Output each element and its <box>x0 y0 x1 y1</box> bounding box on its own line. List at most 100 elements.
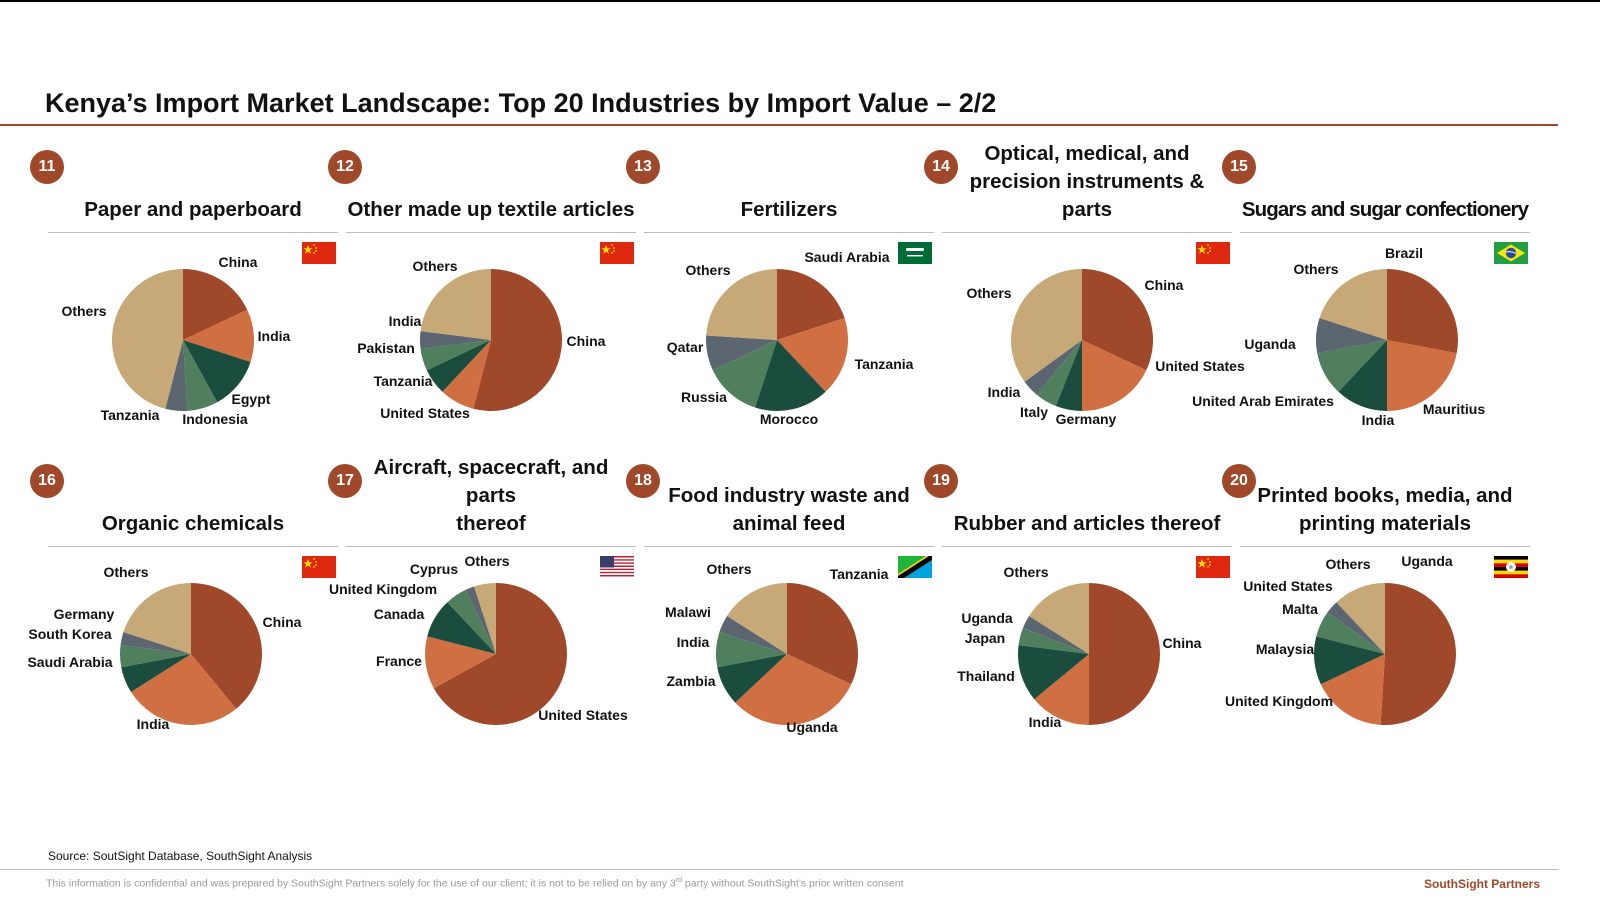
uganda-flag-icon <box>1494 556 1528 578</box>
pie-label: Russia <box>681 389 727 405</box>
pie-label: Zambia <box>666 673 715 689</box>
chart-title-line: printing materials <box>1298 512 1471 535</box>
china-flag-icon <box>600 242 634 264</box>
pie-slice-others <box>474 583 496 654</box>
chart-panel-19: 19 Rubber and articles thereof China India T… <box>924 444 1232 759</box>
chart-title-line: animal feed <box>732 512 846 535</box>
pie-slice-india <box>131 654 237 726</box>
source-note: Source: SoutSight Database, SouthSight A… <box>48 849 313 863</box>
china-flag-icon <box>302 556 336 578</box>
chart-title-line: thereof <box>456 512 526 535</box>
pie-slice-uganda <box>1380 583 1456 725</box>
pie-label: Others <box>61 303 106 319</box>
pie-label: France <box>376 653 422 669</box>
chart-title: Aircraft, spacecraft, and parts thereof <box>346 444 636 542</box>
top-border <box>0 0 1600 2</box>
pie-chart: China India Thailand Japan Uganda Others <box>957 564 1201 730</box>
pie-label: Saudi Arabia <box>804 249 889 265</box>
pie-label: South Korea <box>28 626 111 642</box>
chart-number-badge: 17 <box>328 464 362 498</box>
pie-slice-brazil <box>1387 269 1458 354</box>
pie-chart: Tanzania Uganda Zambia India Malawi Others <box>665 561 889 735</box>
chart-title-line: Fertilizers <box>740 198 838 221</box>
chart-title: Organic chemicals <box>48 444 338 542</box>
pie-slice-morocco <box>755 340 826 412</box>
pie-slice-uganda <box>1022 615 1089 654</box>
confidentiality-text-end: party without SouthSight’s prior written… <box>682 877 904 890</box>
chart-number-badge: 13 <box>626 150 660 184</box>
chart-number-badge: 20 <box>1222 464 1256 498</box>
pie-slice-zambia <box>717 654 787 703</box>
pie-label: United States <box>538 707 628 723</box>
pie-label: Others <box>706 561 751 577</box>
pie-slice-others <box>420 269 491 340</box>
chart-number-badge: 15 <box>1222 150 1256 184</box>
pie-slice-china <box>473 269 562 411</box>
pie-chart: Saudi Arabia Tanzania Morocco Russia Qatar Ot… <box>667 249 914 427</box>
chart-title-line: precision instruments & parts <box>969 170 1205 221</box>
pie-slice-malaysia <box>1314 636 1385 685</box>
pie-slice-cyprus <box>465 586 496 654</box>
chart-title: Optical, medical, and precision instrumen… <box>942 130 1232 228</box>
pie-label: China <box>567 333 606 349</box>
pie-label: Uganda <box>1244 336 1296 352</box>
pie-label: Japan <box>965 630 1005 646</box>
chart-number-badge: 12 <box>328 150 362 184</box>
pie-label: United States <box>1155 358 1245 374</box>
pie-label: Malaysia <box>1256 641 1315 657</box>
pie-slice-tanzania <box>426 340 491 392</box>
pie-label: United Kingdom <box>1225 693 1333 709</box>
pie-label: Malta <box>1282 601 1318 617</box>
pie-label: Mauritius <box>1423 401 1485 417</box>
chart-panel-11: 11 Paper and paperboard China India Egypt Ind… <box>30 130 338 445</box>
pie-chart: Brazil Mauritius India United Arab Emirates… <box>1192 245 1485 428</box>
pie-slice-united-kingdom <box>1320 654 1385 725</box>
pie-slice-india <box>419 331 491 349</box>
chart-title-line: Organic chemicals <box>101 512 285 535</box>
pie-slice-others <box>111 269 183 409</box>
pie-slice-russia <box>712 340 777 408</box>
chart-title-divider <box>644 546 934 547</box>
pie-slice-others <box>727 583 787 654</box>
pie-chart: China United States Germany Italy India Other… <box>966 269 1245 427</box>
china-flag-icon <box>1196 556 1230 578</box>
chart-title: Other made up textile articles <box>346 130 636 228</box>
pie-chart: China India Saudi Arabia South Korea Germany… <box>27 564 301 732</box>
pie-label: Brazil <box>1385 245 1423 261</box>
pie-slice-uganda <box>1316 318 1387 354</box>
pie-slice-egypt <box>183 340 251 403</box>
pie-label: India <box>389 313 422 329</box>
confidentiality-note: This information is confidential and was… <box>46 877 904 890</box>
chart-panel-18: 18 Food industry waste and animal feed Tanz… <box>626 444 934 759</box>
pie-label: Others <box>103 564 148 580</box>
pie-slice-united-states <box>433 583 568 725</box>
pie-slice-saudi-arabia <box>121 654 191 693</box>
pie-slice-united-states <box>442 340 491 409</box>
pie-slice-india <box>1024 340 1082 395</box>
pie-slice-china <box>1082 269 1153 371</box>
pie-slice-united-states <box>1082 340 1147 411</box>
confidentiality-sup: rd <box>675 877 682 884</box>
pie-label: United Kingdom <box>329 581 437 597</box>
pie-label: Uganda <box>1401 553 1453 569</box>
pie-chart: China India Egypt Indonesia Tanzania Others <box>61 254 290 427</box>
pie-slice-tanzania <box>165 340 188 412</box>
pie-label: Tanzania <box>855 356 914 372</box>
china-flag-icon <box>1196 242 1230 264</box>
pie-slice-india <box>716 632 787 668</box>
footer-divider <box>0 869 1558 870</box>
chart-number-badge: 14 <box>924 150 958 184</box>
pie-label: Others <box>464 553 509 569</box>
chart-title-line: Printed books, media, and <box>1257 484 1513 507</box>
pie-slice-india <box>1338 340 1387 411</box>
chart-title-divider <box>942 232 1232 233</box>
usa-flag-icon <box>600 556 634 577</box>
brand-name: SouthSight Partners <box>1423 877 1540 891</box>
chart-number-badge: 11 <box>30 150 64 184</box>
pie-label: China <box>219 254 258 270</box>
pie-slice-united-kingdom <box>447 589 496 654</box>
chart-panel-16: 16 Organic chemicals China India Saudi Arabi… <box>27 444 338 759</box>
pie-label: Cyprus <box>410 561 458 577</box>
chart-panel-14: 14 Optical, medical, and precision instrum… <box>924 130 1245 445</box>
pie-label: India <box>137 716 170 732</box>
